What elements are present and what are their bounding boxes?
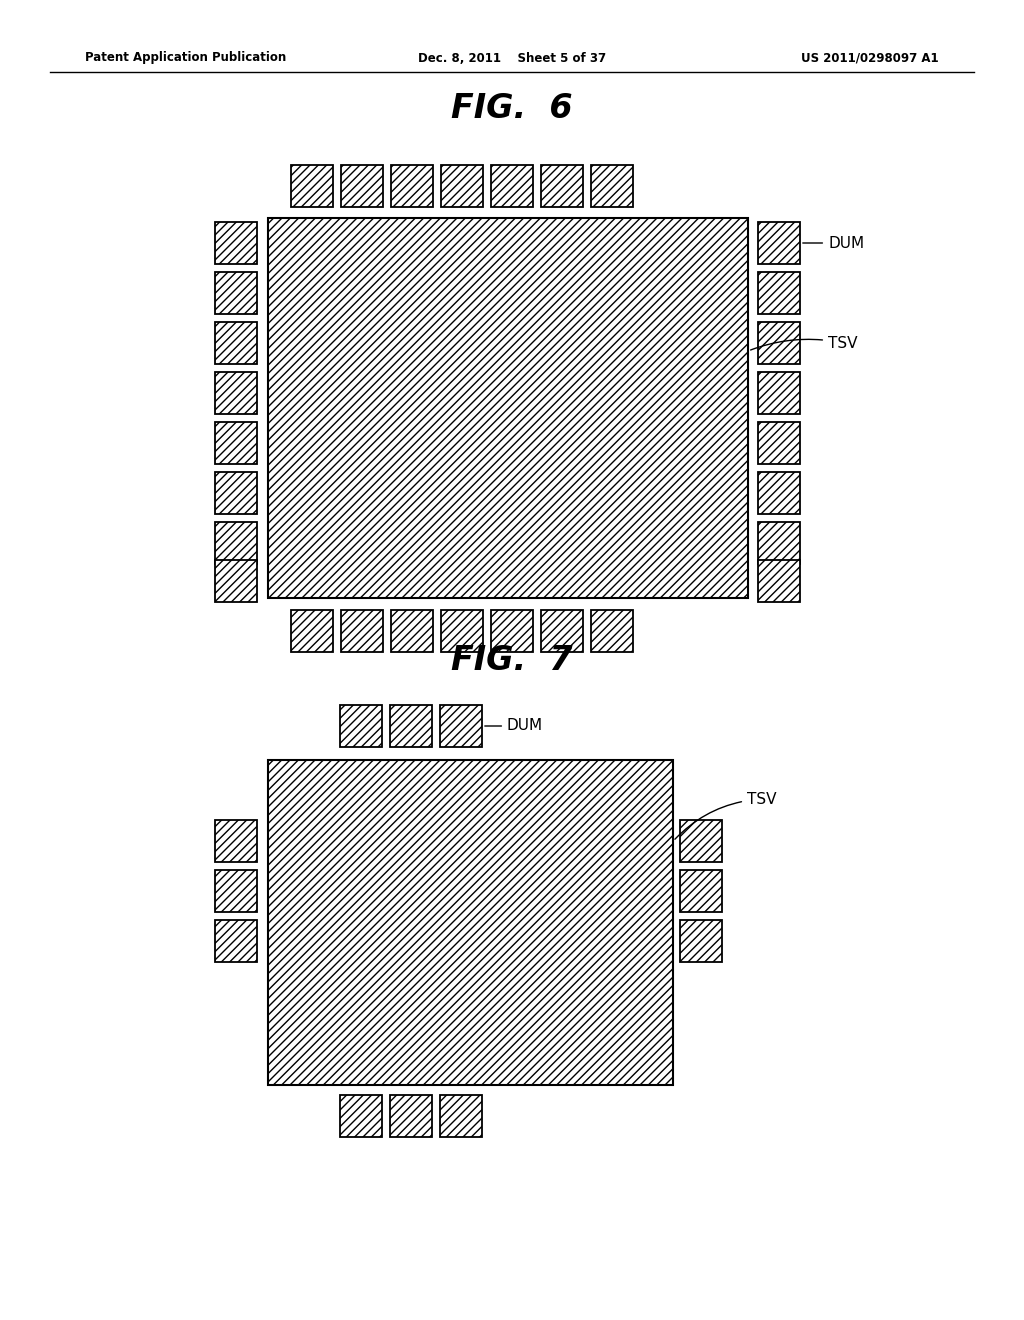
Bar bbox=[758, 222, 800, 264]
Bar bbox=[758, 322, 800, 364]
Bar bbox=[215, 521, 257, 564]
Bar bbox=[390, 705, 432, 747]
Bar bbox=[390, 1096, 432, 1137]
Bar bbox=[341, 610, 383, 652]
Bar bbox=[440, 1096, 482, 1137]
Text: FIG.  6: FIG. 6 bbox=[452, 91, 572, 124]
Bar bbox=[215, 560, 257, 602]
Bar bbox=[215, 870, 257, 912]
Bar bbox=[291, 610, 333, 652]
Bar bbox=[268, 760, 673, 1085]
Bar bbox=[215, 422, 257, 465]
Bar bbox=[758, 473, 800, 513]
Bar bbox=[215, 473, 257, 513]
Bar bbox=[591, 165, 633, 207]
Bar bbox=[215, 372, 257, 414]
Text: Patent Application Publication: Patent Application Publication bbox=[85, 51, 287, 65]
Bar bbox=[490, 610, 534, 652]
Bar bbox=[591, 610, 633, 652]
Text: TSV: TSV bbox=[751, 335, 857, 351]
Text: FIG.  7: FIG. 7 bbox=[452, 644, 572, 676]
Bar bbox=[215, 322, 257, 364]
Bar bbox=[758, 372, 800, 414]
Bar bbox=[341, 165, 383, 207]
Bar bbox=[215, 272, 257, 314]
Bar bbox=[215, 920, 257, 962]
Bar bbox=[268, 218, 748, 598]
Bar bbox=[541, 610, 583, 652]
Bar bbox=[440, 705, 482, 747]
Bar bbox=[215, 222, 257, 264]
Bar bbox=[215, 820, 257, 862]
Bar bbox=[391, 610, 433, 652]
Bar bbox=[441, 165, 483, 207]
Bar bbox=[340, 1096, 382, 1137]
Bar bbox=[490, 165, 534, 207]
Text: DUM: DUM bbox=[803, 235, 864, 251]
Text: US 2011/0298097 A1: US 2011/0298097 A1 bbox=[801, 51, 939, 65]
Text: TSV: TSV bbox=[675, 792, 776, 840]
Bar bbox=[541, 165, 583, 207]
Bar bbox=[291, 165, 333, 207]
Bar bbox=[441, 610, 483, 652]
Bar bbox=[391, 165, 433, 207]
Text: Dec. 8, 2011    Sheet 5 of 37: Dec. 8, 2011 Sheet 5 of 37 bbox=[418, 51, 606, 65]
Bar bbox=[680, 870, 722, 912]
Bar bbox=[340, 705, 382, 747]
Bar bbox=[680, 820, 722, 862]
Bar bbox=[758, 560, 800, 602]
Bar bbox=[680, 920, 722, 962]
Bar bbox=[758, 521, 800, 564]
Bar bbox=[758, 422, 800, 465]
Text: DUM: DUM bbox=[484, 718, 543, 734]
Bar bbox=[758, 272, 800, 314]
